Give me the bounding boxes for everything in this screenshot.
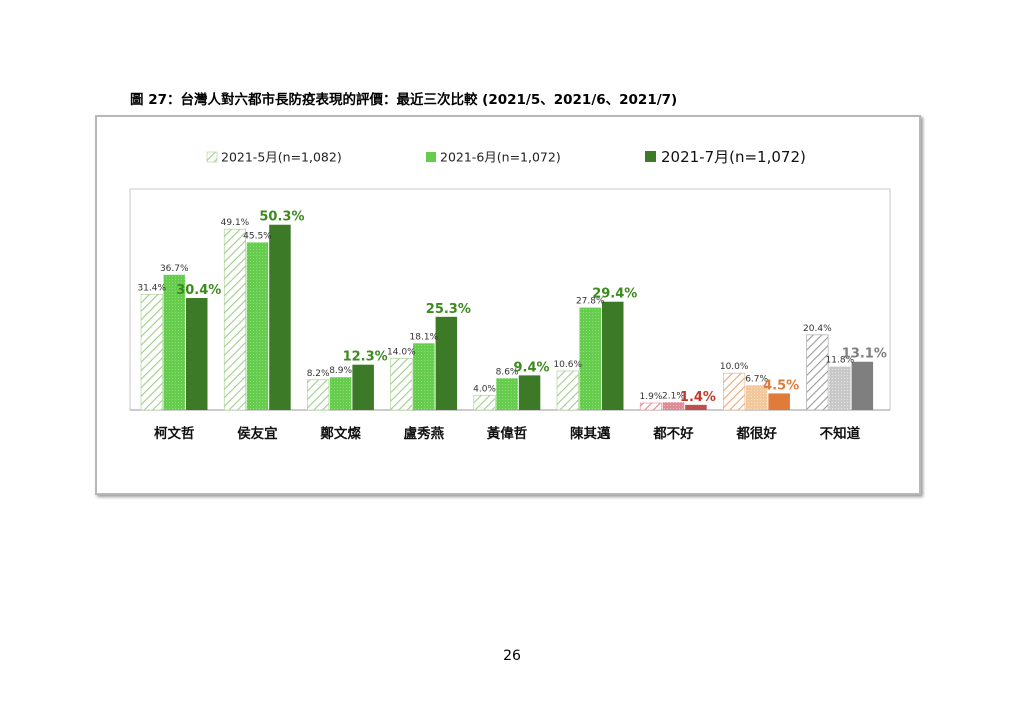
bar-5-series-0 [556,370,579,411]
legend: 2021-5月(n=1,082) 2021-6月(n=1,072) 2021-7… [206,148,806,166]
bar-8-series-1 [829,366,851,410]
category-label-4: 黃偉哲 [486,425,528,442]
category-label-5: 陳其邁 [570,425,611,442]
legend-swatch-jul [645,151,656,162]
bar-3-series-1 [413,343,435,410]
value-labels-group: 31.4% 36.7% 30.4% 49.1% 45.5% 50.3% 8.2% 8.9%12… [137,210,886,405]
bar-3-series-0 [390,358,413,411]
value-label-1-series-2: 50.3% [259,210,304,225]
category-label-1: 侯友宜 [237,425,278,442]
bar-7-series-1 [745,385,768,410]
bar-4-series-2 [518,375,541,410]
value-label-5-series-1: 27.8% [576,297,605,307]
value-label-4-series-1: 8.6% [496,367,519,377]
value-label-7-series-2: 4.5% [763,378,799,393]
legend-label-may: 2021-5月(n=1,082) [221,150,342,165]
bar-1-series-2 [269,224,291,410]
value-label-8-series-0: 20.4% [803,324,832,334]
bar-6-series-0 [639,402,663,411]
bar-6-series-2 [685,404,707,410]
category-label-0: 柯文哲 [154,425,195,442]
value-label-6-series-0: 1.9% [640,392,663,402]
bar-7-series-2 [768,393,790,410]
legend-swatch-jun [426,152,436,162]
value-label-3-series-2: 25.3% [426,302,471,317]
value-label-2-series-0: 8.2% [307,369,330,379]
value-label-5-series-2: 29.4% [592,287,637,302]
bar-2-series-0 [307,379,330,411]
value-label-8-series-2: 13.1% [842,347,887,362]
value-label-8-series-1: 11.8% [826,356,855,366]
value-label-1-series-1: 45.5% [243,231,272,241]
bar-8-series-2 [851,361,874,410]
bar-5-series-1 [579,307,601,410]
value-label-7-series-1: 6.7% [745,374,768,384]
value-label-1-series-0: 49.1% [221,218,250,228]
value-label-4-series-2: 9.4% [514,360,550,375]
value-label-6-series-1: 2.1% [662,391,685,401]
bar-5-series-2 [602,301,624,410]
value-label-0-series-1: 36.7% [160,264,189,274]
category-label-6: 都不好 [652,425,694,442]
bar-4-series-0 [473,394,496,411]
page-number: 26 [503,648,521,664]
bar-1-series-0 [223,228,246,411]
value-label-6-series-2: 1.4% [680,390,716,405]
legend-label-jul: 2021-7月(n=1,072) [661,148,806,166]
bar-2-series-1 [329,377,352,410]
legend-label-jun: 2021-6月(n=1,072) [440,150,561,165]
category-labels-group: 柯文哲 侯友宜 鄭文燦 盧秀燕 黃偉哲 陳其邁 都不好 都很好 不知道 [154,425,861,442]
value-label-4-series-0: 4.0% [473,384,496,394]
bars-group [140,224,874,411]
bar-1-series-1 [246,242,269,410]
bar-3-series-2 [435,316,458,410]
value-label-2-series-2: 12.3% [343,350,388,365]
value-label-3-series-0: 14.0% [387,347,416,357]
value-label-2-series-1: 8.9% [329,366,352,376]
legend-swatch-may [206,151,218,163]
value-label-0-series-2: 30.4% [176,283,221,298]
value-label-0-series-0: 31.4% [137,283,166,293]
bar-chart: 2021-5月(n=1,082) 2021-6月(n=1,072) 2021-7… [129,148,891,442]
bar-6-series-1 [662,402,685,410]
value-label-7-series-0: 10.0% [720,362,749,372]
category-label-8: 不知道 [820,425,861,442]
bar-8-series-0 [806,334,829,411]
value-label-3-series-1: 18.1% [410,332,439,342]
chart-frame: 2021-5月(n=1,082) 2021-6月(n=1,072) 2021-7… [95,115,921,495]
bar-0-series-0 [140,294,163,411]
bar-2-series-2 [352,364,374,410]
bar-4-series-1 [496,378,518,410]
figure-title: 圖 27：台灣人對六都市長防疫表現的評價：最近三次比較 (2021/5、2021… [130,92,678,108]
category-label-3: 盧秀燕 [404,425,445,442]
bar-0-series-2 [186,298,208,410]
bar-0-series-1 [163,274,185,410]
bar-7-series-0 [723,372,746,411]
category-label-2: 鄭文燦 [320,425,361,442]
category-label-7: 都很好 [735,425,777,442]
value-label-5-series-0: 10.6% [553,360,582,370]
